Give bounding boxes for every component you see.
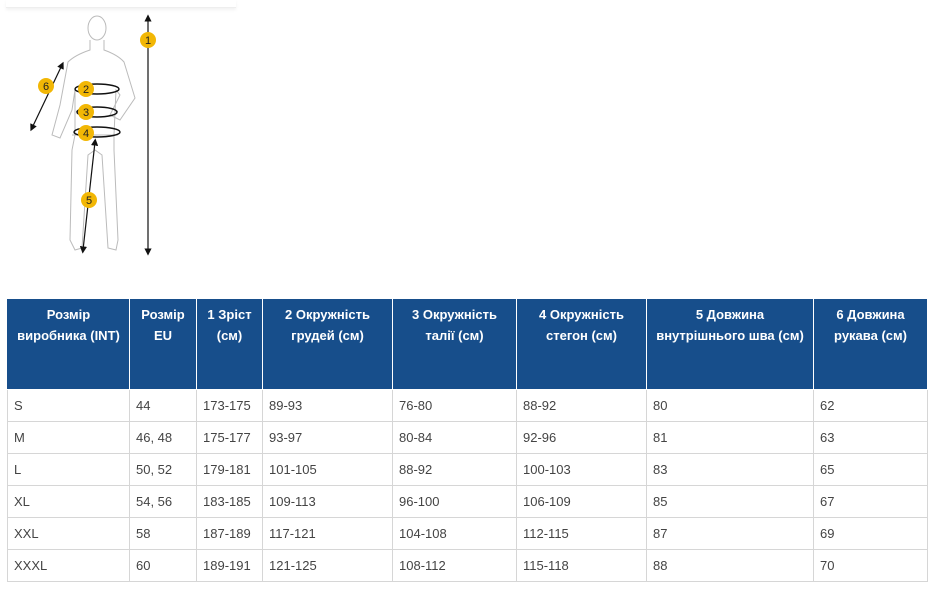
table-cell: 54, 56: [129, 485, 197, 518]
table-cell: 87: [646, 517, 814, 550]
marker-label: 4: [83, 128, 89, 140]
table-cell: M: [7, 421, 130, 454]
column-header: 1 Зріст (см): [196, 298, 263, 390]
marker-label: 1: [145, 35, 151, 47]
table-cell: 85: [646, 485, 814, 518]
column-header: 5 Довжина внутрішнього шва (см): [646, 298, 814, 390]
table-cell: 101-105: [262, 453, 393, 486]
table-cell: 69: [813, 517, 928, 550]
table-cell: 62: [813, 389, 928, 422]
marker-4: 4: [78, 125, 94, 141]
table-cell: 108-112: [392, 549, 517, 582]
table-cell: 175-177: [196, 421, 263, 454]
table-cell: 81: [646, 421, 814, 454]
table-cell: 121-125: [262, 549, 393, 582]
marker-label: 5: [86, 195, 92, 207]
table-cell: 179-181: [196, 453, 263, 486]
table-cell: 88-92: [516, 389, 647, 422]
table-cell: 189-191: [196, 549, 263, 582]
table-cell: XL: [7, 485, 130, 518]
table-cell: 112-115: [516, 517, 647, 550]
marker-5: 5: [81, 192, 97, 208]
marker-3: 3: [78, 104, 94, 120]
table-row: XL 54, 56 183-185 109-113 96-100 106-109 85 67: [7, 485, 928, 518]
table-cell: 96-100: [392, 485, 517, 518]
table-cell: S: [7, 389, 130, 422]
table-cell: 88-92: [392, 453, 517, 486]
table-cell: 117-121: [262, 517, 393, 550]
hip-ring: [73, 126, 121, 138]
marker-1: 1: [140, 32, 156, 48]
table-cell: XXXL: [7, 549, 130, 582]
table-cell: 70: [813, 549, 928, 582]
size-chart-table: Розмір виробника (INT) Розмір EU 1 Зріст (…: [7, 298, 928, 582]
table-cell: 187-189: [196, 517, 263, 550]
body-measurement-figure: 1 2 3 4 5 6: [30, 14, 156, 256]
table-cell: 88: [646, 549, 814, 582]
table-row: XXL 58 187-189 117-121 104-108 112-115 87 69: [7, 517, 928, 550]
table-cell: 100-103: [516, 453, 647, 486]
top-bar: [6, 0, 236, 8]
table-cell: 183-185: [196, 485, 263, 518]
table-cell: 46, 48: [129, 421, 197, 454]
table-cell: 65: [813, 453, 928, 486]
sleeve-arrow: [30, 61, 64, 132]
marker-label: 6: [43, 81, 49, 93]
table-cell: 80-84: [392, 421, 517, 454]
column-header: Розмір EU: [129, 298, 197, 390]
column-header: 6 Довжина рукава (см): [813, 298, 928, 390]
column-header: 2 Окружність грудей (см): [262, 298, 393, 390]
table-cell: 76-80: [392, 389, 517, 422]
column-header: 3 Окружність талії (см): [392, 298, 517, 390]
table-cell: 109-113: [262, 485, 393, 518]
table-cell: 93-97: [262, 421, 393, 454]
table-cell: 67: [813, 485, 928, 518]
marker-label: 2: [83, 84, 89, 96]
table-cell: 106-109: [516, 485, 647, 518]
table-cell: 63: [813, 421, 928, 454]
table-cell: 89-93: [262, 389, 393, 422]
chest-ring: [74, 83, 120, 95]
table-cell: 60: [129, 549, 197, 582]
marker-label: 3: [83, 107, 89, 119]
table-cell: 104-108: [392, 517, 517, 550]
table-cell: 115-118: [516, 549, 647, 582]
table-cell: 58: [129, 517, 197, 550]
table-cell: 44: [129, 389, 197, 422]
table-row: L 50, 52 179-181 101-105 88-92 100-103 83 65: [7, 453, 928, 486]
table-cell: 50, 52: [129, 453, 197, 486]
table-row: XXXL 60 189-191 121-125 108-112 115-118 88 70: [7, 549, 928, 582]
table-row: S 44 173-175 89-93 76-80 88-92 80 62: [7, 389, 928, 422]
table-cell: L: [7, 453, 130, 486]
table-cell: 173-175: [196, 389, 263, 422]
table-cell: 80: [646, 389, 814, 422]
column-header: 4 Окружність стегон (см): [516, 298, 647, 390]
table-row: M 46, 48 175-177 93-97 80-84 92-96 81 63: [7, 421, 928, 454]
table-cell: 92-96: [516, 421, 647, 454]
column-header: Розмір виробника (INT): [7, 298, 130, 390]
waist-ring: [76, 106, 118, 118]
table-cell: 83: [646, 453, 814, 486]
marker-2: 2: [78, 81, 94, 97]
header-row: Розмір виробника (INT) Розмір EU 1 Зріст (…: [7, 298, 928, 390]
table-cell: XXL: [7, 517, 130, 550]
marker-6: 6: [38, 78, 54, 94]
